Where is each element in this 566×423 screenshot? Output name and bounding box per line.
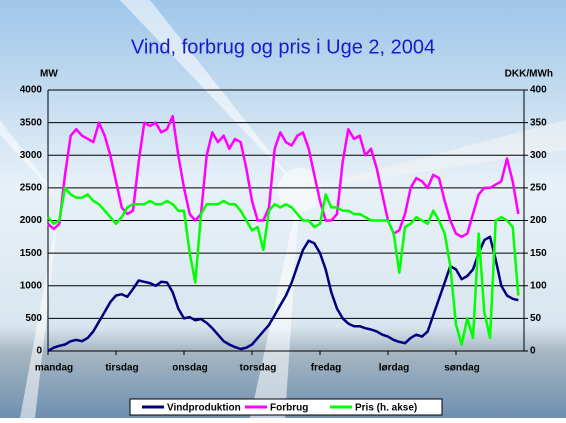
x-tick-label: lørdag (379, 363, 410, 374)
y2-tick-label: 150 (530, 248, 547, 259)
y2-tick-label: 100 (530, 280, 547, 291)
y2-axis-label: DKK/MWh (505, 69, 553, 80)
x-tick-label: fredag (311, 363, 342, 374)
legend-label: Pris (h. akse) (355, 403, 417, 414)
legend-label: Forbrug (270, 403, 308, 414)
y2-tick-label: 250 (530, 183, 547, 194)
series-line (47, 114, 520, 239)
series-line (47, 235, 519, 353)
y2-tick-label: 0 (530, 346, 536, 357)
x-tick-label: onsdag (172, 363, 208, 374)
x-tick-label: mandag (35, 363, 73, 374)
series-line (47, 186, 520, 346)
chart-title: Vind, forbrug og pris i Uge 2, 2004 (131, 36, 435, 58)
y-tick-label: 0 (36, 346, 42, 357)
y-tick-label: 1500 (20, 248, 43, 259)
y2-tick-label: 350 (530, 117, 547, 128)
y-tick-label: 1000 (20, 280, 43, 291)
y2-tick-label: 50 (530, 313, 542, 324)
y2-tick-label: 300 (530, 150, 547, 161)
y-tick-label: 4000 (20, 85, 43, 96)
y-tick-label: 2000 (20, 215, 43, 226)
x-tick-label: søndag (444, 363, 480, 374)
x-tick-label: torsdag (240, 363, 277, 374)
x-tick-label: tirsdag (105, 363, 138, 374)
y-tick-label: 500 (25, 313, 42, 324)
y-axis-label: MW (40, 69, 58, 80)
y-tick-label: 3000 (20, 150, 43, 161)
y2-tick-label: 200 (530, 215, 547, 226)
y-tick-label: 3500 (20, 117, 43, 128)
y2-tick-label: 400 (530, 85, 547, 96)
y-tick-label: 2500 (20, 183, 43, 194)
legend-label: Vindproduktion (167, 403, 241, 414)
legend-box (129, 398, 443, 416)
